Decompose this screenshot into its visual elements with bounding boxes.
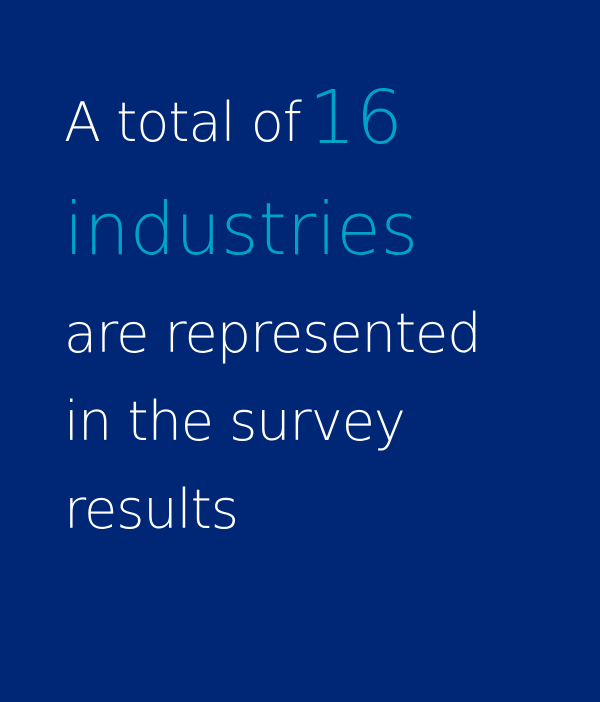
stat-line-3: are represented — [64, 302, 481, 365]
stat-highlight-word: industries — [64, 187, 419, 271]
stat-line-5: results — [64, 478, 239, 541]
stat-line-prefix: A total of 16 — [64, 78, 403, 163]
stat-prefix-text: A total of — [64, 91, 302, 154]
stat-line-4: in the survey — [64, 390, 406, 453]
stat-number: 16 — [308, 75, 403, 161]
